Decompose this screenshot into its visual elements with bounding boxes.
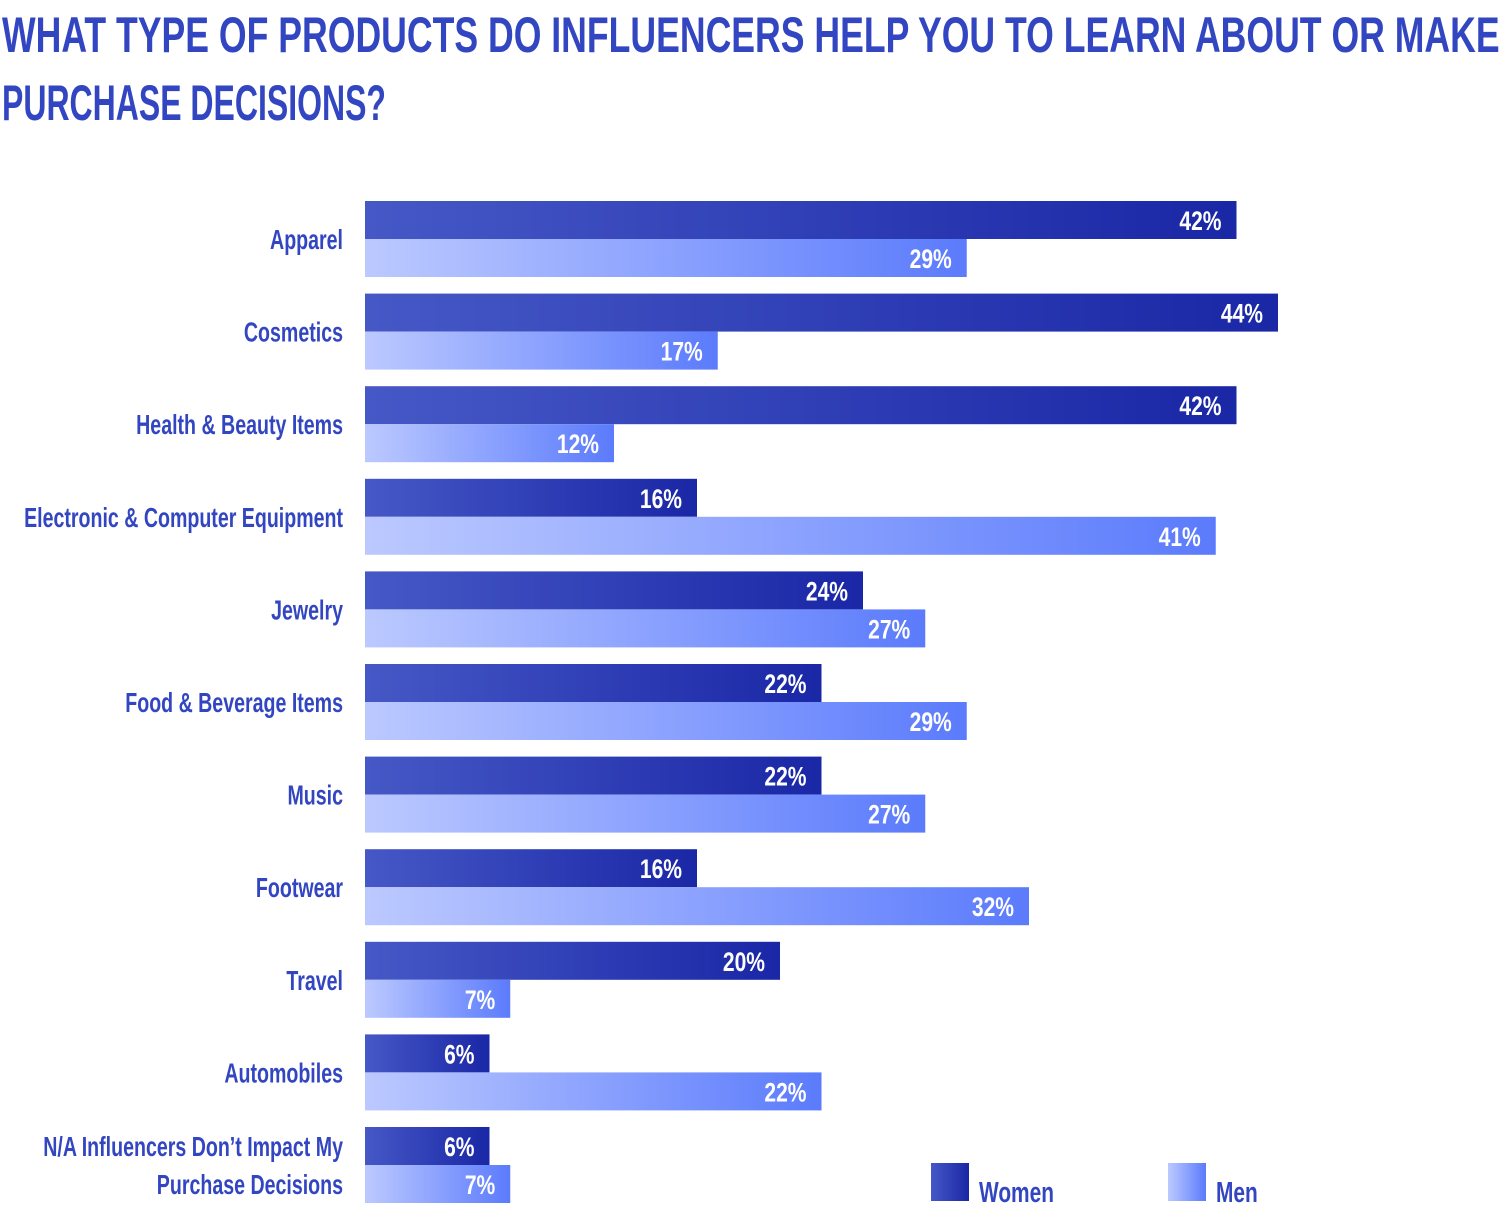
category-label: Jewelry bbox=[271, 595, 343, 626]
bar bbox=[365, 386, 1237, 425]
value-label: 42% bbox=[1179, 207, 1221, 237]
bar bbox=[365, 1072, 822, 1111]
legend-label: Women bbox=[979, 1177, 1054, 1209]
value-label: 22% bbox=[764, 762, 806, 792]
legend-swatch bbox=[1168, 1163, 1206, 1201]
bar bbox=[365, 1165, 511, 1203]
chart-title: WHAT TYPE OF PRODUCTS DO INFLUENCERS HEL… bbox=[2, 7, 1500, 131]
bar bbox=[365, 1034, 490, 1073]
value-label: 29% bbox=[910, 708, 952, 738]
bar bbox=[365, 887, 1029, 926]
value-label: 16% bbox=[640, 484, 682, 514]
value-label: 24% bbox=[806, 577, 848, 607]
category-label: Travel bbox=[286, 965, 343, 996]
bar bbox=[365, 239, 967, 277]
value-label: 42% bbox=[1179, 392, 1221, 422]
bar bbox=[365, 478, 697, 517]
bar bbox=[365, 201, 1237, 239]
bar bbox=[365, 979, 511, 1018]
category-label: Food & Beverage Items bbox=[125, 688, 343, 719]
bar bbox=[365, 941, 780, 980]
category-label: Automobiles bbox=[224, 1058, 343, 1089]
value-label: 20% bbox=[723, 947, 765, 977]
value-label: 44% bbox=[1221, 299, 1263, 329]
bar bbox=[365, 794, 926, 833]
category-label: Electronic & Computer Equipment bbox=[24, 502, 343, 533]
bar bbox=[365, 664, 822, 702]
bar bbox=[365, 293, 1278, 332]
value-label: 22% bbox=[764, 1078, 806, 1108]
legend-label: Men bbox=[1216, 1177, 1258, 1209]
value-label: 29% bbox=[910, 245, 952, 275]
category-label: Apparel bbox=[270, 225, 343, 256]
bar bbox=[365, 1127, 490, 1165]
bar bbox=[365, 849, 697, 888]
category-label: N/A Influencers Don’t Impact My Purchase … bbox=[43, 1132, 343, 1201]
value-label: 6% bbox=[444, 1040, 474, 1070]
category-label: Footwear bbox=[256, 873, 344, 904]
bar bbox=[365, 571, 863, 610]
category-label: Health & Beauty Items bbox=[136, 410, 343, 441]
bar bbox=[365, 702, 967, 740]
bar bbox=[365, 331, 718, 370]
value-label: 22% bbox=[764, 670, 806, 700]
bar bbox=[365, 424, 614, 463]
bar bbox=[365, 756, 822, 795]
value-label: 32% bbox=[972, 893, 1014, 923]
value-label: 7% bbox=[465, 1171, 495, 1201]
value-label: 7% bbox=[465, 985, 495, 1015]
category-label: Cosmetics bbox=[244, 317, 343, 348]
category-label: Music bbox=[287, 780, 343, 811]
bar bbox=[365, 516, 1216, 555]
value-label: 17% bbox=[661, 337, 703, 367]
value-label: 16% bbox=[640, 855, 682, 885]
legend-swatch bbox=[931, 1163, 969, 1201]
value-label: 6% bbox=[444, 1133, 474, 1163]
value-label: 27% bbox=[868, 800, 910, 830]
value-label: 12% bbox=[557, 430, 599, 460]
bar bbox=[365, 609, 926, 648]
value-label: 27% bbox=[868, 615, 910, 645]
value-label: 41% bbox=[1159, 522, 1201, 552]
